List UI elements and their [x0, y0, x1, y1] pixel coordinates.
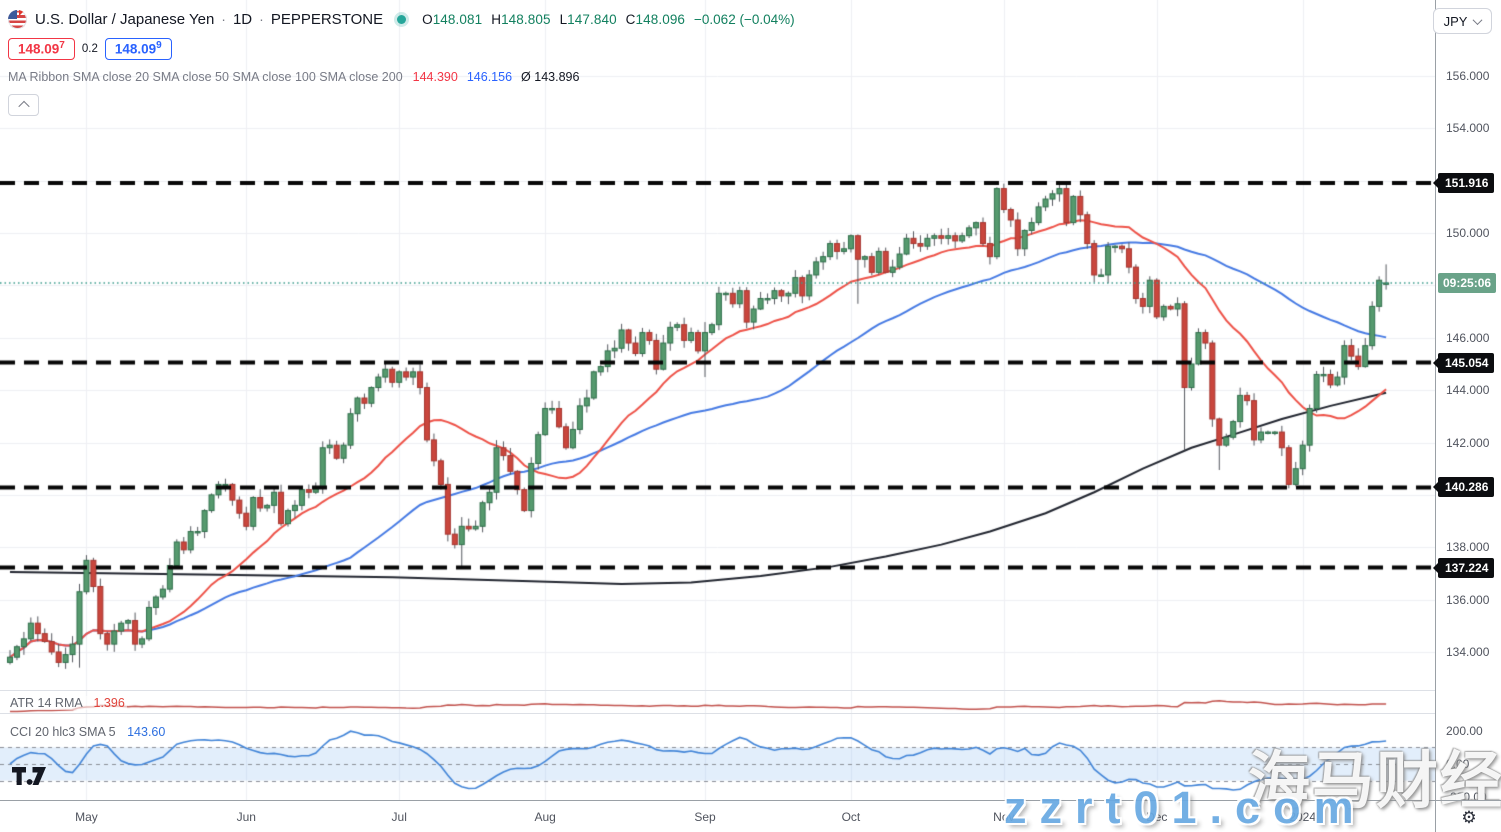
price-axis[interactable]: 156.000 154.000 150.000 146.000 144.000 142.0…: [1432, 0, 1501, 804]
cci-axis-label: 0.00: [1446, 757, 1470, 771]
atr-label: ATR 14 RMA: [10, 696, 83, 710]
time-axis[interactable]: May Jun Jul Aug Sep Oct Nov Dec 2024: [0, 800, 1435, 832]
indicator-legend-cci[interactable]: CCI 20 hlc3 SMA 5 143.60: [8, 725, 168, 739]
chevron-down-icon: [1472, 14, 1483, 25]
currency-label: JPY: [1443, 13, 1468, 29]
separator-dot: ·: [221, 11, 226, 27]
time-axis-label: 2024: [1289, 810, 1317, 824]
high-value: 148.805: [501, 11, 551, 27]
exchange-label[interactable]: PEPPERSTONE: [270, 10, 384, 28]
indicator-name: MA Ribbon SMA close 20 SMA close 50 SMA …: [8, 70, 403, 84]
indicator-legend-ma-ribbon[interactable]: MA Ribbon SMA close 20 SMA close 50 SMA …: [8, 70, 795, 84]
price-chart-canvas[interactable]: [0, 0, 1435, 800]
price-axis-label: 138.000: [1446, 540, 1490, 555]
price-axis-label: 142.000: [1446, 435, 1490, 450]
symbol-header: U.S. Dollar / Japanese Yen · 1D · PEPPER…: [8, 8, 795, 30]
bar-countdown-badge: 09:25:06: [1438, 272, 1497, 293]
cci-value: 143.60: [127, 725, 166, 739]
sma50-value: 146.156: [466, 70, 513, 84]
price-axis-label: 156.000: [1446, 69, 1490, 83]
price-axis-label: 146.000: [1446, 330, 1490, 345]
time-axis-label: Dec: [1146, 810, 1168, 824]
cci-label: CCI 20 hlc3 SMA 5: [10, 725, 116, 739]
axis-settings-button[interactable]: ⚙: [1435, 800, 1501, 832]
separator-dot: ·: [259, 11, 264, 27]
gear-icon: ⚙: [1461, 807, 1477, 827]
time-axis-label: Aug: [534, 810, 556, 824]
price-axis-label: 144.000: [1446, 383, 1490, 398]
ohlc-values: O148.081 H148.805 L147.840 C148.096: [422, 11, 686, 27]
timeframe-label[interactable]: 1D: [232, 10, 253, 28]
low-value: 147.840: [567, 11, 617, 27]
pane-separator[interactable]: [0, 713, 1501, 714]
bid-ask-row: 148.097 0.2 148.099: [8, 37, 795, 61]
price-axis-label: 134.000: [1446, 644, 1490, 659]
price-level-badge: 140.286: [1432, 477, 1495, 498]
chevron-up-icon: [17, 100, 30, 113]
sell-button[interactable]: 148.097: [8, 38, 75, 60]
collapse-legend-button[interactable]: [8, 94, 39, 116]
pane-separator[interactable]: [0, 690, 1501, 691]
time-axis-label: Jul: [391, 810, 407, 824]
time-axis-label: Jun: [236, 810, 256, 824]
indicator-legend-atr[interactable]: ATR 14 RMA 1.396: [8, 696, 127, 710]
symbol-title[interactable]: U.S. Dollar / Japanese Yen: [35, 10, 215, 28]
price-axis-label: 154.000: [1446, 121, 1490, 136]
time-axis-label: Nov: [993, 810, 1015, 824]
market-open-icon: [397, 14, 407, 24]
price-axis-label: 136.000: [1446, 592, 1490, 607]
currency-selector[interactable]: JPY: [1433, 8, 1492, 34]
close-value: 148.096: [635, 11, 686, 27]
tradingview-logo[interactable]: [12, 767, 46, 790]
cci-axis-label: 200.00: [1446, 723, 1483, 738]
ribbon-average-value: Ø 143.896: [521, 70, 580, 84]
time-axis-label: May: [75, 810, 98, 824]
buy-button[interactable]: 148.099: [104, 38, 172, 60]
price-level-badge: 151.916: [1432, 172, 1495, 193]
chart-legend: U.S. Dollar / Japanese Yen · 1D · PEPPER…: [8, 8, 795, 116]
price-level-badge: 145.054: [1432, 352, 1495, 373]
time-axis-label: Sep: [694, 810, 716, 824]
price-level-badge: 137.224: [1432, 557, 1495, 578]
atr-value: 1.396: [93, 696, 125, 710]
sma20-value: 144.390: [412, 70, 458, 84]
change-value: −0.062 (−0.04%): [694, 11, 795, 27]
usdjpy-flag-icon: [8, 9, 27, 29]
time-axis-label: Oct: [841, 810, 861, 824]
tradingview-logo-icon: [12, 767, 46, 785]
open-value: 148.081: [432, 11, 483, 27]
spread-value: 0.2: [81, 43, 98, 55]
price-axis-label: 150.000: [1446, 226, 1490, 241]
